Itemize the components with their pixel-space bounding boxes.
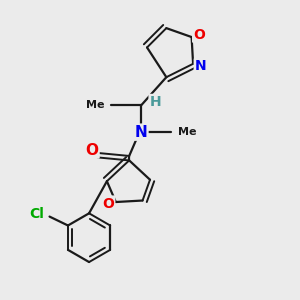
Text: O: O: [103, 196, 114, 211]
Text: Cl: Cl: [29, 207, 44, 221]
Text: N: N: [135, 125, 148, 140]
Text: H: H: [149, 95, 161, 109]
Text: O: O: [85, 142, 98, 158]
Text: O: O: [193, 28, 205, 42]
Text: Me: Me: [178, 127, 197, 137]
Text: Me: Me: [86, 100, 105, 110]
Text: N: N: [195, 59, 206, 73]
